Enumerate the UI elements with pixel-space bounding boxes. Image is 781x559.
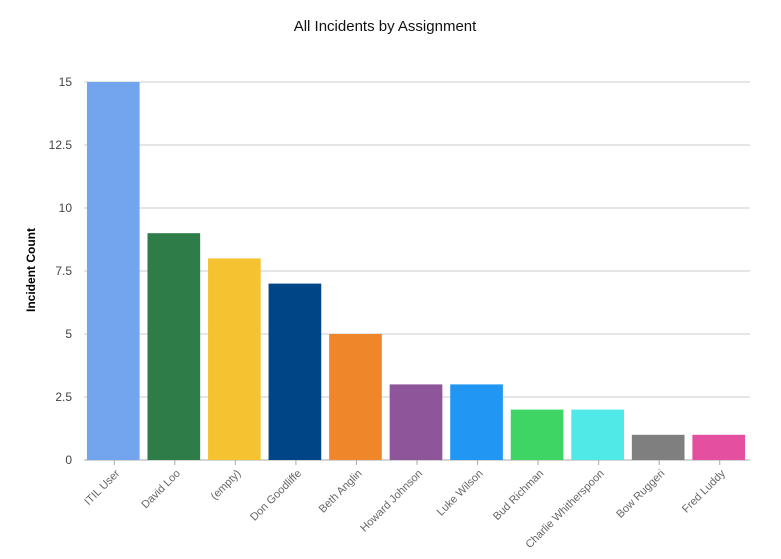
x-tick-label: Fred Luddy: [680, 467, 728, 515]
x-tick-label: Luke Wilson: [435, 468, 486, 519]
bars: [86, 82, 746, 460]
y-tick-label: 0: [65, 453, 72, 467]
y-axis-label: Incident Count: [24, 228, 38, 312]
y-tick-label: 2.5: [55, 390, 72, 404]
chart-title: All Incidents by Assignment: [294, 18, 477, 35]
y-axis-ticks: 0 2.5 5 7.5 10 12.5 15: [49, 75, 73, 467]
x-tick-label: ITIL User: [82, 467, 122, 507]
bar: [631, 434, 685, 460]
bar: [571, 409, 624, 460]
x-axis-ticks: ITIL User David Loo (empty) Don Goodliffe Be…: [82, 460, 728, 551]
bar: [208, 258, 261, 460]
y-tick-label: 12.5: [49, 138, 73, 152]
y-tick-label: 5: [65, 327, 72, 341]
bar: [147, 233, 201, 460]
bar: [450, 384, 503, 460]
x-tick-label: (empty): [209, 468, 244, 503]
y-tick-label: 10: [59, 201, 73, 215]
bar: [510, 409, 564, 460]
bar: [692, 434, 746, 460]
x-tick-label: Don Goodliffe: [248, 468, 304, 524]
x-tick-label: Bud Richman: [491, 468, 546, 523]
bar: [268, 283, 322, 460]
x-tick-label: Howard Johnson: [358, 468, 425, 535]
x-tick-label: David Loo: [139, 468, 183, 512]
y-tick-label: 15: [59, 75, 73, 89]
bar: [329, 334, 382, 460]
x-tick-label: Bow Ruggeri: [614, 468, 667, 521]
x-tick-label: Beth Anglin: [317, 468, 365, 516]
bar: [389, 384, 443, 460]
bar: [86, 82, 140, 460]
y-tick-label: 7.5: [55, 264, 72, 278]
